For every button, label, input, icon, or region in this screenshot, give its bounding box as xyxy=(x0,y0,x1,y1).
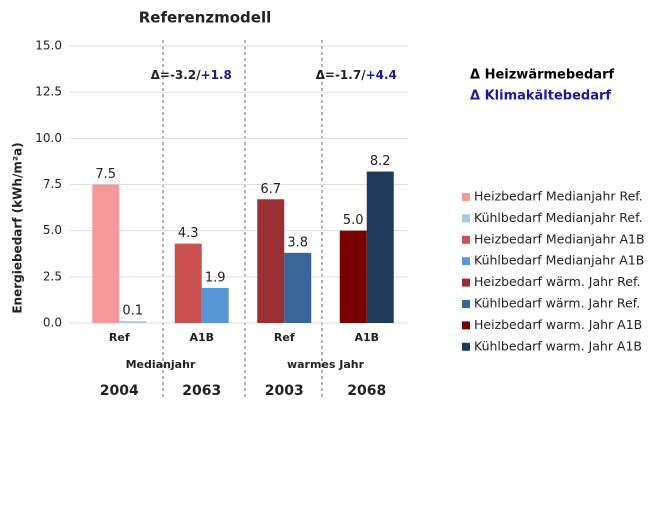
x-tick-label: A1B xyxy=(354,331,379,344)
legend-label: Kühlbedarf warm. Jahr A1B xyxy=(474,338,642,353)
y-tick-label: 5.0 xyxy=(43,223,62,237)
value-label: 3.8 xyxy=(287,235,308,250)
y-tick-label: 2.5 xyxy=(43,269,62,283)
bar xyxy=(257,199,285,323)
value-label: 6.7 xyxy=(260,182,281,197)
delta-annotation: Δ=-1.7/+4.4 xyxy=(316,68,397,82)
legend-swatch xyxy=(462,300,470,308)
value-label: 0.1 xyxy=(122,304,143,319)
y-tick-label: 0.0 xyxy=(43,316,62,330)
y-tick-label: 10.0 xyxy=(35,131,62,145)
legend-swatch xyxy=(462,214,470,223)
value-label: 7.5 xyxy=(95,167,116,182)
bar xyxy=(201,287,229,323)
legend-swatch xyxy=(462,278,470,287)
y-tick-label: 7.5 xyxy=(43,177,62,191)
chart-title: Referenzmodell xyxy=(139,9,272,27)
delta-legend: Δ Klimakältebedarf xyxy=(470,89,611,104)
bar xyxy=(174,243,202,323)
y-axis-label: Energiebedarf (kWh/m²a) xyxy=(11,142,25,313)
delta-cool: +4.4 xyxy=(366,68,397,82)
y-tick-label: 15.0 xyxy=(35,39,62,53)
bar xyxy=(366,171,394,323)
year-label: 2068 xyxy=(347,383,386,399)
legend-label: Heizbedarf wärm. Jahr Ref. xyxy=(474,274,640,289)
year-label: 2063 xyxy=(182,383,221,399)
legend-label: Heizbedarf Medianjahr A1B xyxy=(474,231,645,246)
year-label: 2003 xyxy=(265,383,304,399)
legend-label: Kühlbedarf Medianjahr Ref. xyxy=(474,210,643,225)
legend-label: Heizbedarf warm. Jahr A1B xyxy=(474,317,642,332)
bar xyxy=(119,321,147,323)
legend-swatch xyxy=(462,235,470,244)
bar xyxy=(339,230,367,323)
group-label: Medianjahr xyxy=(126,358,196,371)
y-tick-label: 12.5 xyxy=(35,85,62,99)
legend-swatch xyxy=(462,193,470,201)
delta-cool: +1.8 xyxy=(201,68,232,82)
value-label: 4.3 xyxy=(178,226,199,241)
delta-legend: Δ Heizwärmebedarf xyxy=(470,68,614,83)
legend-label: Heizbedarf Medianjahr Ref. xyxy=(474,189,643,204)
value-label: 8.2 xyxy=(370,154,391,169)
legend-swatch xyxy=(462,257,470,266)
delta-heat: Δ=-3.2/ xyxy=(151,68,202,82)
legend-label: Kühlbedarf Medianjahr A1B xyxy=(474,253,644,268)
bar xyxy=(284,252,312,323)
delta-annotation: Δ=-3.2/+1.8 xyxy=(151,68,232,82)
year-label: 2004 xyxy=(100,383,139,399)
group-label: warmes Jahr xyxy=(287,358,365,371)
x-tick-label: A1B xyxy=(189,331,214,344)
x-tick-label: Ref xyxy=(274,331,295,344)
bar xyxy=(92,184,120,323)
value-label: 5.0 xyxy=(343,213,364,228)
delta-heat: Δ=-1.7/ xyxy=(316,68,367,82)
x-tick-label: Ref xyxy=(109,331,130,344)
legend-swatch xyxy=(462,321,470,330)
legend-label: Kühlbedarf wärm. Jahr Ref. xyxy=(474,296,640,311)
legend-swatch xyxy=(462,342,470,351)
value-label: 1.9 xyxy=(205,270,226,285)
